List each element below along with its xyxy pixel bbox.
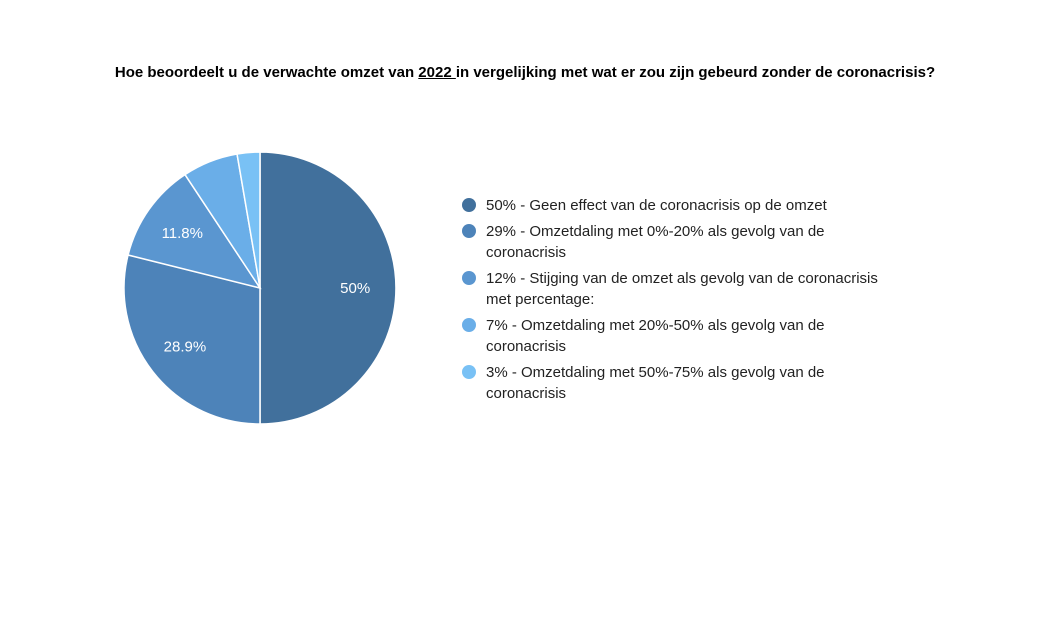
legend-swatch	[462, 271, 476, 285]
legend-swatch	[462, 198, 476, 212]
slice-data-label-3: 11.8%	[162, 225, 203, 242]
legend-label: 29% - Omzetdaling met 0%-20% als gevolg …	[486, 223, 825, 261]
slice-data-label-1: 50%	[340, 280, 370, 297]
legend-swatch	[462, 318, 476, 332]
legend-item-4: 7% - Omzetdaling met 20%-50% als gevolg …	[462, 315, 902, 357]
legend-label: 50% - Geen effect van de coronacrisis op…	[486, 197, 827, 214]
legend-label: 12% - Stijging van de omzet als gevolg v…	[486, 270, 878, 308]
pie-chart: 50% 28.9% 11.8%	[100, 130, 420, 450]
title-year: 2022	[418, 64, 456, 81]
pie-slice-1	[259, 151, 397, 425]
legend-item-3: 12% - Stijging van de omzet als gevolg v…	[462, 268, 902, 310]
legend-label: 7% - Omzetdaling met 20%-50% als gevolg …	[486, 317, 825, 355]
chart-title: Hoe beoordeelt u de verwachte omzet van …	[0, 64, 1050, 81]
pie-slice-2	[123, 254, 261, 425]
chart-legend: 50% - Geen effect van de coronacrisis op…	[462, 195, 902, 409]
slice-data-label-2: 28.9%	[164, 339, 207, 356]
title-part-1: Hoe beoordeelt u de verwachte omzet van	[114, 64, 419, 81]
title-part-2: in vergelijking met wat er zou zijn gebe…	[455, 64, 936, 81]
legend-swatch	[462, 365, 476, 379]
pie-svg: 50% 28.9% 11.8%	[123, 151, 397, 425]
legend-item-1: 50% - Geen effect van de coronacrisis op…	[462, 195, 902, 216]
pie-slice-3	[127, 173, 262, 290]
legend-swatch	[462, 224, 476, 238]
legend-item-5: 3% - Omzetdaling met 50%-75% als gevolg …	[462, 362, 902, 404]
legend-item-2: 29% - Omzetdaling met 0%-20% als gevolg …	[462, 221, 902, 263]
legend-label: 3% - Omzetdaling met 50%-75% als gevolg …	[486, 364, 825, 402]
pie-slice-5	[236, 151, 261, 289]
